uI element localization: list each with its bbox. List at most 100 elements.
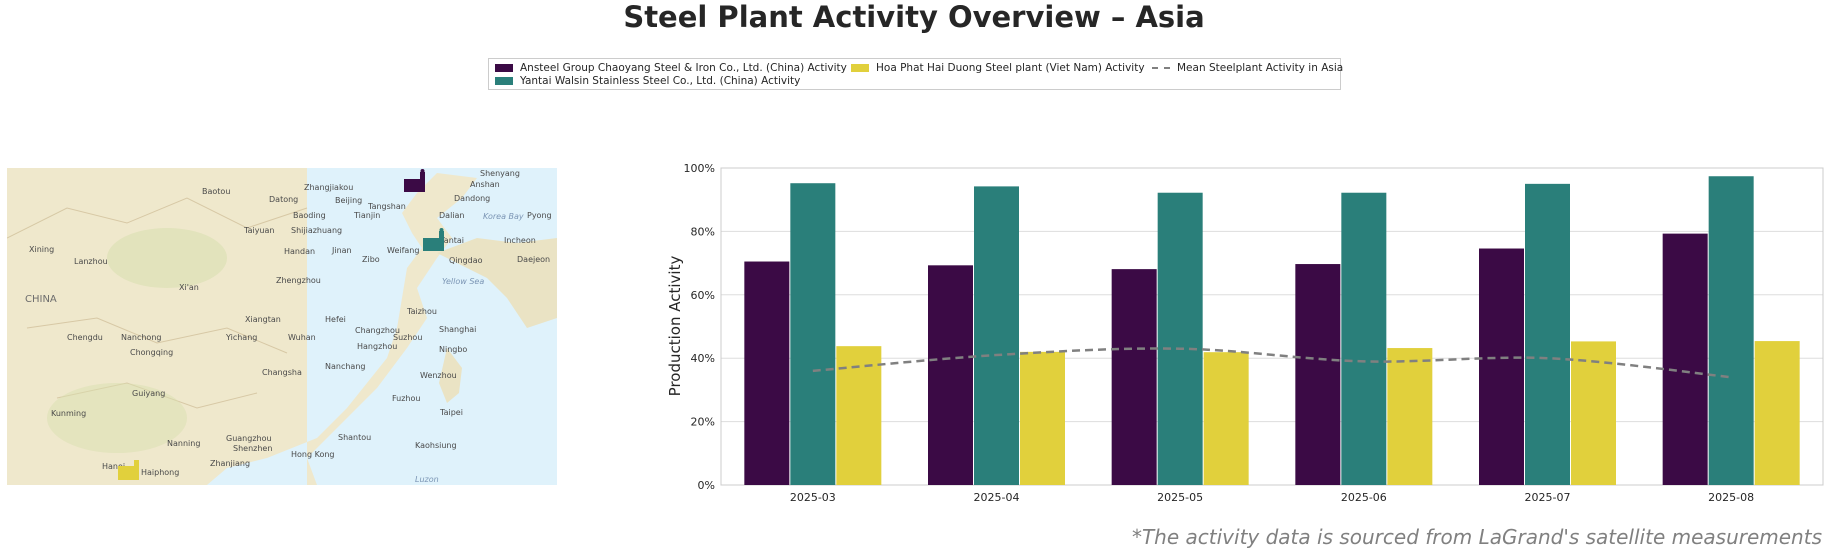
- bar-series-0-2025-06: [1295, 264, 1341, 485]
- map-label: Zhengzhou: [276, 276, 321, 285]
- plot-frame: [720, 167, 1824, 486]
- legend-label-mean: Mean Steelplant Activity in Asia: [1177, 62, 1344, 74]
- bar-series-1-2025-03: [790, 183, 836, 485]
- bar-series-2-2025-08: [1754, 341, 1800, 485]
- chart-title: Steel Plant Activity Overview – Asia: [623, 0, 1205, 34]
- map-label: Shanghai: [439, 325, 476, 334]
- bar-series-0-2025-04: [928, 265, 973, 485]
- map-label: Chongqing: [130, 348, 173, 357]
- map-label: Nanchong: [121, 333, 161, 342]
- footnote: *The activity data is sourced from LaGra…: [1131, 525, 1822, 549]
- map-label: Handan: [284, 247, 315, 256]
- x-tick-label: 2025-05: [1157, 491, 1203, 504]
- y-tick-label: 100%: [684, 162, 715, 175]
- y-tick-label: 60%: [691, 289, 715, 302]
- map-label: Korea Bay: [483, 212, 524, 221]
- map-label: Shijiazhuang: [291, 226, 342, 235]
- map-label: Kaohsiung: [415, 441, 457, 450]
- map-label: Baotou: [202, 187, 230, 196]
- legend-label-ansteel: Ansteel Group Chaoyang Steel & Iron Co.,…: [520, 62, 847, 74]
- map-label: Lanzhou: [74, 257, 108, 266]
- map-label: Hefei: [325, 315, 346, 324]
- map-label: Hangzhou: [357, 342, 397, 351]
- bar-series-0-2025-03: [744, 261, 790, 485]
- map-label: Xining: [29, 245, 54, 254]
- map-label: Taipei: [439, 408, 463, 417]
- map-label: CHINA: [25, 294, 57, 305]
- bar-series-2-2025-07: [1571, 341, 1616, 485]
- map-label: Taiyuan: [243, 226, 274, 235]
- map-label: Yellow Sea: [442, 277, 484, 286]
- legend-item-yantai: Yantai Walsin Stainless Steel Co., Ltd. …: [495, 75, 800, 87]
- map-label: Tianjin: [353, 211, 380, 220]
- bars: [744, 176, 1800, 486]
- map-svg: Baotou Zhangjiakou Shenyang Anshan Daton…: [7, 168, 557, 485]
- map-label: Xiangtan: [245, 315, 281, 324]
- legend-label-yantai: Yantai Walsin Stainless Steel Co., Ltd. …: [520, 75, 801, 87]
- bar-series-1-2025-07: [1525, 183, 1570, 485]
- x-tick-label: 2025-04: [974, 491, 1020, 504]
- map-label: Shenzhen: [233, 444, 272, 453]
- map-label: Incheon: [504, 236, 536, 245]
- map-labels: Baotou Zhangjiakou Shenyang Anshan Daton…: [25, 169, 552, 484]
- map-label: Taizhou: [406, 307, 437, 316]
- x-tick-label: 2025-03: [790, 491, 836, 504]
- plant-marker-yantai: [423, 228, 444, 251]
- bar-series-2-2025-05: [1203, 352, 1249, 485]
- y-tick-label: 0%: [698, 479, 715, 492]
- map-label: Dalian: [439, 211, 464, 220]
- plant-marker-ansteel: [404, 169, 425, 192]
- bar-series-1-2025-06: [1341, 192, 1387, 485]
- map-label: Anshan: [470, 180, 500, 189]
- map-label: Pyong: [527, 211, 552, 220]
- bar-series-0-2025-05: [1111, 269, 1157, 485]
- legend-item-hoaphat: Hoa Phat Hai Duong Steel plant (Viet Nam…: [851, 62, 1145, 74]
- x-axis-ticks: 2025-03 2025-04 2025-05 2025-06 2025-07 2025-…: [790, 491, 1754, 504]
- asia-map: Baotou Zhangjiakou Shenyang Anshan Daton…: [7, 168, 557, 485]
- x-tick-label: 2025-08: [1708, 491, 1754, 504]
- legend-swatch-hoaphat: [851, 64, 869, 72]
- map-label: Guangzhou: [226, 434, 272, 443]
- map-taiwan: [439, 348, 462, 403]
- x-tick-label: 2025-07: [1525, 491, 1571, 504]
- map-label: Qingdao: [449, 256, 483, 265]
- map-label: Fuzhou: [392, 394, 420, 403]
- map-terrain: [107, 228, 227, 288]
- map-label: Tangshan: [367, 202, 406, 211]
- map-label: Datong: [269, 195, 298, 204]
- map-label: Nanning: [167, 439, 200, 448]
- map-korea: [437, 238, 557, 328]
- map-label: Kunming: [51, 409, 86, 418]
- map-label: Zibo: [362, 255, 380, 264]
- bar-series-2-2025-03: [836, 346, 882, 485]
- map-label: Baoding: [293, 211, 326, 220]
- map-label: Hong Kong: [291, 450, 335, 459]
- map-label: Guiyang: [132, 389, 165, 398]
- legend: Ansteel Group Chaoyang Steel & Iron Co.,…: [488, 58, 1343, 90]
- legend-item-mean: Mean Steelplant Activity in Asia: [1152, 62, 1343, 74]
- map-label: Luzon: [415, 475, 439, 484]
- mean-line: [812, 347, 1732, 379]
- bar-series-1-2025-04: [974, 186, 1019, 486]
- chart-grid: [721, 167, 1823, 486]
- y-axis-label: Production Activity: [666, 256, 684, 397]
- legend-swatch-ansteel: [495, 64, 513, 72]
- x-tick-label: 2025-06: [1341, 491, 1387, 504]
- bar-series-1-2025-08: [1708, 176, 1754, 485]
- map-label: Shantou: [338, 433, 371, 442]
- map-label: Zhangjiakou: [304, 183, 353, 192]
- legend-item-ansteel: Ansteel Group Chaoyang Steel & Iron Co.,…: [495, 62, 847, 74]
- bar-series-2-2025-04: [1020, 351, 1065, 485]
- bar-series-1-2025-05: [1157, 192, 1203, 485]
- y-tick-label: 80%: [691, 225, 715, 238]
- bar-series-0-2025-07: [1479, 248, 1524, 485]
- map-terrain-south: [47, 383, 187, 453]
- map-label: Changsha: [262, 368, 302, 377]
- map-label: Weifang: [387, 246, 419, 255]
- map-label: Suzhou: [393, 333, 422, 342]
- map-label: Hanoi: [102, 462, 125, 471]
- plant-marker-hoaphat: [118, 460, 139, 480]
- map-label: Chengdu: [67, 333, 103, 342]
- map-label: Changzhou: [355, 326, 400, 335]
